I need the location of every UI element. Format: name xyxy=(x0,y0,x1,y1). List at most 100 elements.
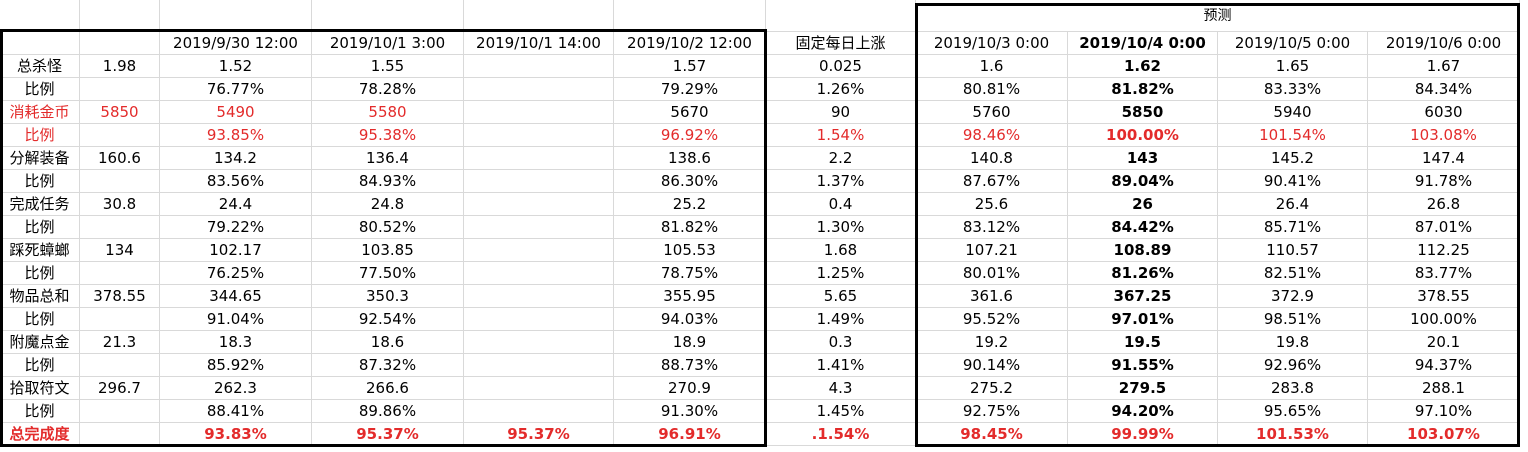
table-cell[interactable]: 82.51% xyxy=(1218,262,1368,285)
table-cell[interactable]: 比例 xyxy=(0,216,80,239)
empty-cell[interactable] xyxy=(312,0,464,32)
table-cell[interactable]: 总完成度 xyxy=(0,423,80,446)
table-cell[interactable] xyxy=(80,423,160,446)
table-cell[interactable] xyxy=(464,101,614,124)
table-cell[interactable]: 85.71% xyxy=(1218,216,1368,239)
table-cell[interactable]: 18.9 xyxy=(614,331,766,354)
table-cell[interactable]: 100.00% xyxy=(1368,308,1520,331)
table-cell[interactable]: 19.5 xyxy=(1068,331,1218,354)
table-cell[interactable]: 1.57 xyxy=(614,55,766,78)
table-cell[interactable]: 比例 xyxy=(0,170,80,193)
table-cell[interactable]: 80.01% xyxy=(916,262,1068,285)
table-cell[interactable]: 100.00% xyxy=(1068,124,1218,147)
table-cell[interactable]: 30.8 xyxy=(80,193,160,216)
table-cell[interactable]: 275.2 xyxy=(916,377,1068,400)
table-cell[interactable]: 25.2 xyxy=(614,193,766,216)
table-cell[interactable]: 98.46% xyxy=(916,124,1068,147)
table-cell[interactable]: 98.45% xyxy=(916,423,1068,446)
empty-cell[interactable] xyxy=(160,0,312,32)
empty-cell[interactable] xyxy=(766,0,916,32)
table-cell[interactable]: 99.99% xyxy=(1068,423,1218,446)
table-cell[interactable]: 134 xyxy=(80,239,160,262)
table-cell[interactable]: 84.34% xyxy=(1368,78,1520,101)
table-cell[interactable]: 96.92% xyxy=(614,124,766,147)
table-cell[interactable]: 134.2 xyxy=(160,147,312,170)
table-cell[interactable]: 140.8 xyxy=(916,147,1068,170)
table-cell[interactable] xyxy=(80,400,160,423)
table-cell[interactable]: 1.49% xyxy=(766,308,916,331)
table-cell[interactable]: 288.1 xyxy=(1368,377,1520,400)
table-cell[interactable]: 26.4 xyxy=(1218,193,1368,216)
table-cell[interactable]: 5760 xyxy=(916,101,1068,124)
table-cell[interactable]: 266.6 xyxy=(312,377,464,400)
table-cell[interactable]: 比例 xyxy=(0,354,80,377)
table-cell[interactable]: 拾取符文 xyxy=(0,377,80,400)
table-cell[interactable]: 350.3 xyxy=(312,285,464,308)
table-cell[interactable]: .1.54% xyxy=(766,423,916,446)
table-cell[interactable]: 96.91% xyxy=(614,423,766,446)
table-cell[interactable]: 81.82% xyxy=(614,216,766,239)
table-cell[interactable]: 19.8 xyxy=(1218,331,1368,354)
table-cell[interactable]: 87.67% xyxy=(916,170,1068,193)
table-cell[interactable]: 110.57 xyxy=(1218,239,1368,262)
table-cell[interactable]: 比例 xyxy=(0,78,80,101)
table-cell[interactable]: 附魔点金 xyxy=(0,331,80,354)
table-cell[interactable]: 5.65 xyxy=(766,285,916,308)
table-cell[interactable]: 消耗金币 xyxy=(0,101,80,124)
table-cell[interactable] xyxy=(464,262,614,285)
table-cell[interactable]: 90.14% xyxy=(916,354,1068,377)
table-cell[interactable]: 136.4 xyxy=(312,147,464,170)
table-cell[interactable]: 378.55 xyxy=(1368,285,1520,308)
table-cell[interactable]: 80.52% xyxy=(312,216,464,239)
table-cell[interactable] xyxy=(464,147,614,170)
table-cell[interactable]: 97.01% xyxy=(1068,308,1218,331)
forecast-title[interactable]: 预测 xyxy=(916,0,1520,32)
table-cell[interactable]: 21.3 xyxy=(80,331,160,354)
table-cell[interactable]: 95.65% xyxy=(1218,400,1368,423)
table-cell[interactable]: 108.89 xyxy=(1068,239,1218,262)
table-cell[interactable]: 5670 xyxy=(614,101,766,124)
table-cell[interactable]: 91.78% xyxy=(1368,170,1520,193)
table-cell[interactable] xyxy=(80,170,160,193)
table-cell[interactable]: 1.45% xyxy=(766,400,916,423)
table-cell[interactable]: 262.3 xyxy=(160,377,312,400)
table-cell[interactable]: 107.21 xyxy=(916,239,1068,262)
table-cell[interactable]: 18.3 xyxy=(160,331,312,354)
table-cell[interactable]: 92.54% xyxy=(312,308,464,331)
table-cell[interactable] xyxy=(464,55,614,78)
table-cell[interactable]: 83.12% xyxy=(916,216,1068,239)
table-cell[interactable]: 83.33% xyxy=(1218,78,1368,101)
table-cell[interactable]: 98.51% xyxy=(1218,308,1368,331)
table-cell[interactable] xyxy=(464,331,614,354)
table-cell[interactable]: 138.6 xyxy=(614,147,766,170)
table-cell[interactable]: 2.2 xyxy=(766,147,916,170)
table-cell[interactable]: 88.73% xyxy=(614,354,766,377)
table-cell[interactable]: 79.29% xyxy=(614,78,766,101)
header-cell[interactable] xyxy=(80,32,160,55)
table-cell[interactable]: 85.92% xyxy=(160,354,312,377)
header-cell[interactable]: 2019/9/30 12:00 xyxy=(160,32,312,55)
table-cell[interactable]: 86.30% xyxy=(614,170,766,193)
table-cell[interactable]: 81.82% xyxy=(1068,78,1218,101)
table-cell[interactable] xyxy=(464,377,614,400)
table-cell[interactable]: 79.22% xyxy=(160,216,312,239)
header-cell[interactable]: 2019/10/2 12:00 xyxy=(614,32,766,55)
table-cell[interactable]: 1.55 xyxy=(312,55,464,78)
table-cell[interactable]: 4.3 xyxy=(766,377,916,400)
table-cell[interactable]: 94.03% xyxy=(614,308,766,331)
table-cell[interactable]: 1.65 xyxy=(1218,55,1368,78)
table-cell[interactable]: 105.53 xyxy=(614,239,766,262)
table-cell[interactable]: 95.37% xyxy=(312,423,464,446)
table-cell[interactable]: 344.65 xyxy=(160,285,312,308)
header-cell[interactable] xyxy=(0,32,80,55)
table-cell[interactable]: 1.52 xyxy=(160,55,312,78)
table-cell[interactable]: 20.1 xyxy=(1368,331,1520,354)
table-cell[interactable] xyxy=(464,285,614,308)
table-cell[interactable]: 145.2 xyxy=(1218,147,1368,170)
table-cell[interactable]: 378.55 xyxy=(80,285,160,308)
table-cell[interactable]: 1.98 xyxy=(80,55,160,78)
table-cell[interactable]: 1.37% xyxy=(766,170,916,193)
empty-cell[interactable] xyxy=(80,0,160,32)
table-cell[interactable] xyxy=(464,124,614,147)
table-cell[interactable]: 270.9 xyxy=(614,377,766,400)
